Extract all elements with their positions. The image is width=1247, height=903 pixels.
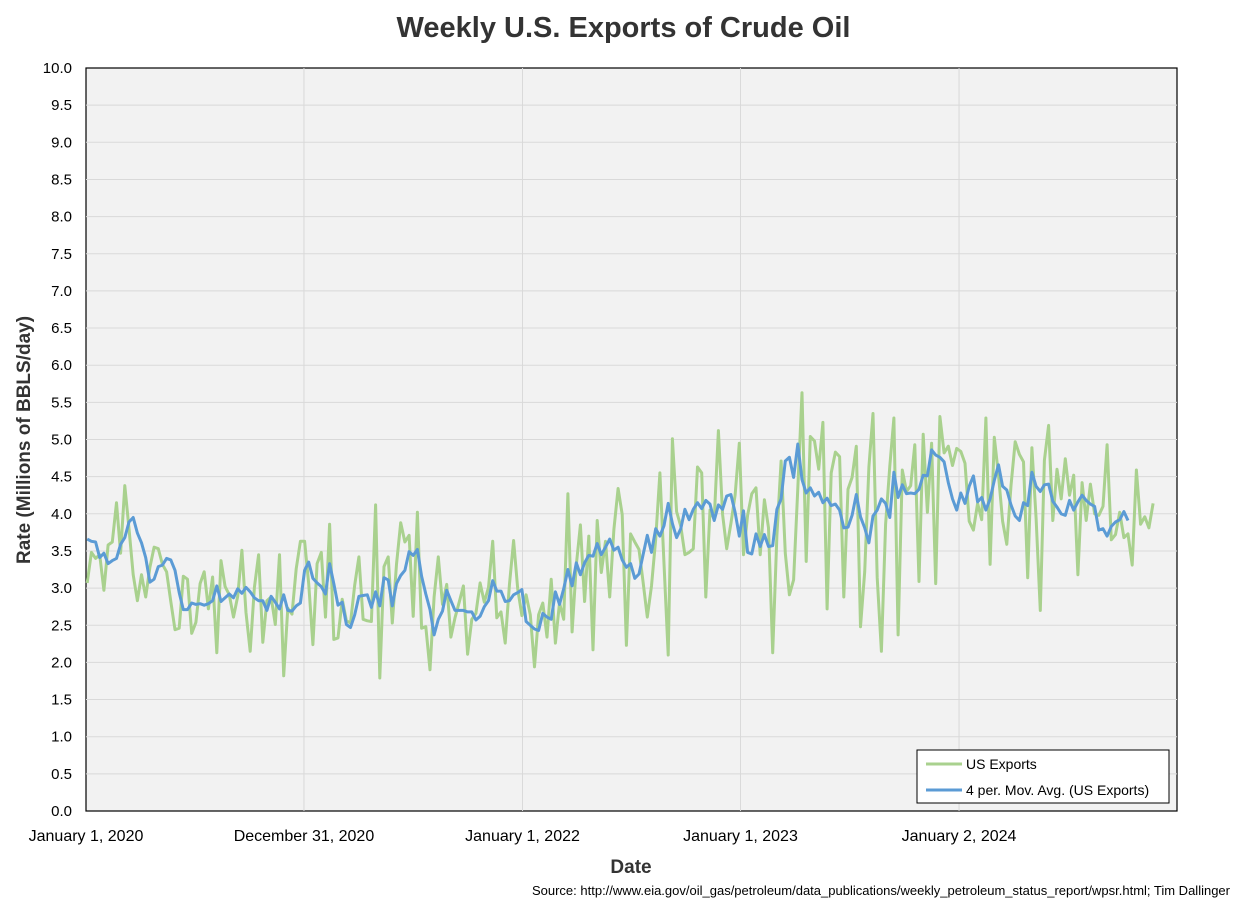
x-tick-label: January 1, 2022 <box>465 828 580 845</box>
y-tick-label: 2.5 <box>51 617 72 634</box>
series-line-moving-average <box>86 442 1130 637</box>
y-tick-label: 3.0 <box>51 580 72 597</box>
y-tick-label: 3.5 <box>51 543 72 560</box>
y-tick-label: 5.5 <box>51 394 72 411</box>
legend-label-us-exports: US Exports <box>966 756 1037 772</box>
y-tick-label: 1.0 <box>51 729 72 746</box>
x-tick-label: January 1, 2020 <box>29 828 144 845</box>
y-tick-label: 1.5 <box>51 692 72 709</box>
y-tick-label: 7.5 <box>51 246 72 263</box>
series-lines <box>85 391 1155 680</box>
y-axis-ticks: 0.0 0.5 1.0 1.5 2.0 2.5 3.0 3.5 4.0 4.5 5.0 5.5 6.0 6… <box>43 60 72 820</box>
legend: US Exports 4 per. Mov. Avg. (US Exports) <box>916 749 1170 804</box>
y-tick-label: 9.0 <box>51 134 72 151</box>
gridlines <box>86 68 1177 811</box>
y-tick-label: 2.0 <box>51 654 72 671</box>
y-tick-label: 9.5 <box>51 97 72 114</box>
source-note: Source: http://www.eia.gov/oil_gas/petro… <box>531 883 1230 898</box>
x-tick-label: January 1, 2023 <box>683 828 798 845</box>
x-axis-title: Date <box>610 857 651 878</box>
y-tick-label: 0.5 <box>51 766 72 783</box>
y-tick-label: 4.5 <box>51 469 72 486</box>
y-tick-label: 5.0 <box>51 432 72 449</box>
x-tick-label: December 31, 2020 <box>234 828 375 845</box>
y-tick-label: 6.0 <box>51 357 72 374</box>
x-axis-ticks: January 1, 2020 December 31, 2020 January … <box>29 828 1017 845</box>
y-tick-label: 8.5 <box>51 171 72 188</box>
legend-label-moving-average: 4 per. Mov. Avg. (US Exports) <box>966 782 1149 798</box>
y-tick-label: 4.0 <box>51 506 72 523</box>
x-tick-label: January 2, 2024 <box>902 828 1017 845</box>
legend-box <box>916 749 1170 804</box>
y-tick-label: 7.0 <box>51 283 72 300</box>
y-axis-title: Rate (Millions of BBLS/day) <box>14 316 35 564</box>
y-tick-label: 8.0 <box>51 209 72 226</box>
y-tick-label: 10.0 <box>43 60 72 77</box>
series-line-us-exports <box>85 391 1155 680</box>
y-tick-label: 6.5 <box>51 320 72 337</box>
y-tick-label: 0.0 <box>51 803 72 820</box>
chart-title: Weekly U.S. Exports of Crude Oil <box>396 12 851 44</box>
